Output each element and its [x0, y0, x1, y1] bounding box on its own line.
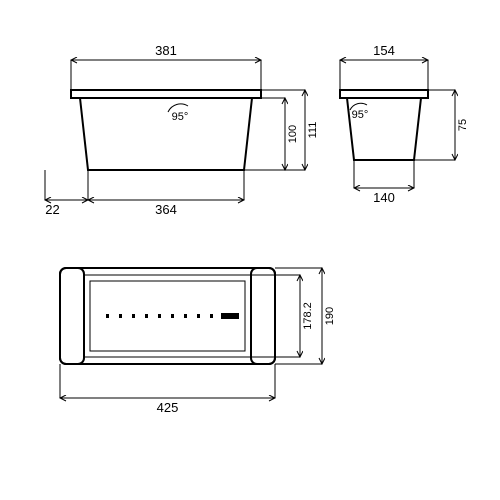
svg-text:75: 75: [457, 119, 469, 131]
drain-hole: [171, 314, 174, 318]
drain-hole: [132, 314, 135, 318]
drain-hole: [184, 314, 187, 318]
drain-hole: [158, 314, 161, 318]
svg-text:425: 425: [157, 400, 179, 415]
drain-hole: [106, 314, 109, 318]
svg-text:364: 364: [155, 202, 177, 217]
svg-text:111: 111: [307, 122, 319, 139]
front-angle: 95°: [172, 111, 189, 123]
svg-text:190: 190: [324, 307, 336, 325]
plan-outer: [60, 268, 275, 364]
drain-hole: [210, 314, 213, 318]
svg-text:140: 140: [373, 190, 395, 205]
drain-hole: [119, 314, 122, 318]
front-body: [80, 98, 252, 170]
side-angle: 95°: [352, 109, 369, 121]
plan-endbar-right: [251, 268, 275, 364]
side-body: [347, 98, 421, 160]
svg-text:154: 154: [373, 43, 395, 58]
svg-text:100: 100: [287, 125, 299, 143]
plan-endbar-left: [60, 268, 84, 364]
side-lip: [340, 90, 428, 98]
svg-text:381: 381: [155, 43, 177, 58]
front-lip: [71, 90, 261, 98]
technical-drawing: 381 364 22 100 111 95° 154 140 75 95° 425 178.2 190: [0, 0, 500, 500]
drain-hole: [197, 314, 200, 318]
svg-text:178.2: 178.2: [302, 302, 314, 330]
brand-mark: [221, 313, 239, 319]
svg-text:22: 22: [45, 202, 59, 217]
drain-hole: [145, 314, 148, 318]
